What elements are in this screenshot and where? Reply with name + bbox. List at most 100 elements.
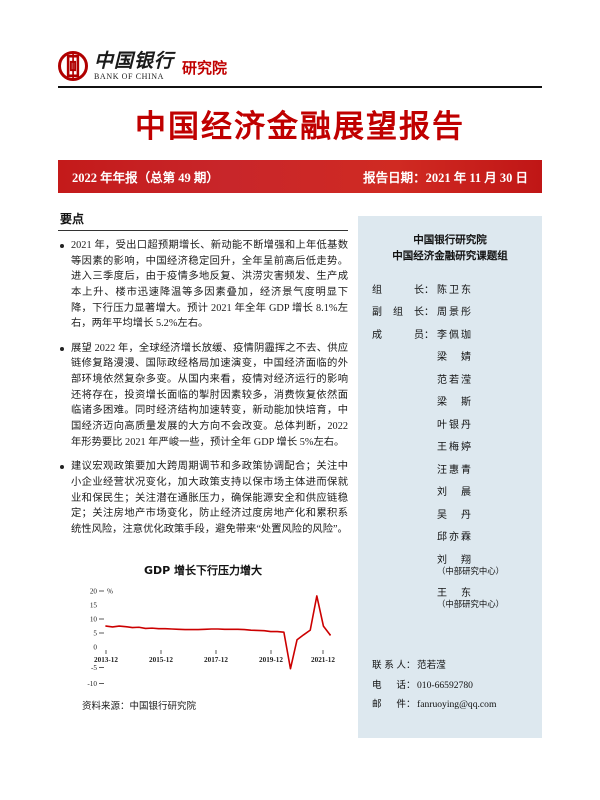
team-member-row: 吴丹 — [372, 510, 534, 521]
contact-label: 联系人 — [372, 660, 406, 672]
team-member-name: 周景彤 — [437, 307, 471, 319]
team-member-name: 王梅婷 — [437, 442, 471, 454]
team-role-colon — [424, 375, 431, 386]
team-member-name: 邱亦霖 — [437, 532, 471, 544]
team-role-colon — [424, 465, 431, 476]
team-member-role — [372, 352, 424, 363]
team-member-role — [372, 487, 424, 498]
contact-value: 范若滢 — [417, 660, 446, 672]
y-tick-label: 20 — [90, 588, 98, 596]
x-tick-label: 2017-12 — [204, 656, 228, 664]
org-name-line2: 中国经济金融研究课题组 — [392, 250, 508, 263]
y-tick-label: -5 — [91, 664, 97, 672]
contact-label: 电话 — [372, 679, 406, 691]
header-divider — [58, 86, 542, 88]
contact-colon: ： — [406, 660, 416, 672]
team-member-name: 李佩珈 — [437, 329, 471, 341]
team-member-name: 刘晨 — [437, 487, 471, 499]
team-member-name: 范若滢 — [437, 374, 471, 386]
team-member-row: 副组长：周景彤 — [372, 307, 534, 318]
boc-name-cn: 中国银行 — [94, 50, 175, 72]
contact-colon: ： — [406, 699, 416, 711]
team-member-role — [372, 442, 424, 453]
team-member-row: 邱亦霖 — [372, 532, 534, 543]
team-role-colon — [424, 487, 431, 498]
team-member-role — [372, 420, 424, 431]
boc-emblem-icon — [58, 51, 88, 81]
issue-banner: 2022 年年报（总第 49 期） 报告日期：2021 年 11 月 30 日 — [58, 160, 542, 193]
list-item: 展望 2022 年，全球经济增长放缓、疫情阴霾挥之不去、供应链修复路漫漫、国际政… — [58, 341, 348, 450]
page-title: 中国经济金融展望报告 — [135, 109, 465, 145]
x-tick-label: 2019-12 — [259, 656, 283, 664]
team-member-role: 组长 — [372, 284, 424, 296]
team-role-colon — [424, 510, 431, 521]
team-member-name: 吴丹 — [437, 509, 471, 521]
team-member-name: 陈卫东 — [437, 284, 471, 296]
team-member-row: 叶银丹 — [372, 420, 534, 431]
contact-row: 电话： 010-66592780 — [372, 679, 536, 692]
y-tick-label: 5 — [93, 630, 97, 638]
gdp-last-point — [329, 633, 331, 636]
team-member-role — [372, 510, 424, 521]
y-tick-label: 15 — [90, 602, 98, 610]
x-tick-label: 2013-12 — [94, 656, 118, 664]
y-tick-label: 0 — [93, 644, 97, 652]
chart-canvas: 20 % 15 10 5 0 -5 -10 — [87, 588, 335, 689]
x-axis: 2013-12 2015-12 2017-12 2019-12 2021-12 — [94, 650, 335, 664]
keypoints-heading: 要点 — [60, 212, 85, 226]
y-axis: 20 % 15 10 5 0 -5 -10 — [87, 588, 113, 689]
bank-of-china-logo: 中国银行 BANK OF CHINA — [58, 51, 174, 81]
chart-title: GDP 增长下行压力增大 — [143, 564, 263, 577]
report-date: 报告日期：2021 年 11 月 30 日 — [363, 171, 528, 185]
main-content-column: 要点 2021 年，受出口超预期增长、新动能不断增强和上年低基数等因素的影响，中… — [58, 210, 348, 755]
org-name-line1: 中国银行研究院 — [413, 234, 487, 246]
gdp-growth-chart: GDP 增长下行压力增大 20 % 15 10 5 0 -5 — [60, 562, 346, 712]
team-member-row: 梁斯 — [372, 397, 534, 408]
contact-block: 联系人：范若滢 电话： 010-66592780 邮件： fanruoying@qq.c… — [372, 661, 536, 720]
contact-value: 010-66592780 — [417, 679, 473, 691]
team-member-row: 汪惠青 — [372, 465, 534, 476]
team-role-colon — [424, 532, 431, 543]
research-team-panel: 中国银行研究院 中国经济金融研究课题组 组长：陈卫东 副组长：周景彤 成员：李佩珈梁… — [358, 216, 542, 738]
team-member-role — [372, 375, 424, 386]
team-member-row: 王梅婷 — [372, 442, 534, 453]
y-axis-unit: % — [107, 588, 113, 596]
team-member-name: 叶银丹 — [437, 419, 471, 431]
team-member-name: 王东（中部研究中心） — [437, 588, 504, 610]
team-role-colon — [424, 420, 431, 431]
panel-heading: 中国银行研究院 中国经济金融研究课题组 — [358, 216, 542, 265]
y-tick-label: -10 — [87, 680, 97, 688]
team-member-role: 副组长 — [372, 307, 424, 319]
team-member-role — [372, 555, 424, 577]
boc-wordmark: 中国银行 BANK OF CHINA — [94, 52, 174, 81]
team-role-colon — [424, 352, 431, 363]
team-member-role — [372, 588, 424, 610]
list-item: 建议宏观政策要加大跨周期调节和多政策协调配合；关注中小企业经营状况变化，加大政策… — [58, 459, 348, 537]
team-member-note: （中部研究中心） — [437, 566, 504, 576]
team-member-name: 梁婧 — [437, 352, 471, 364]
gdp-series-line — [105, 595, 331, 670]
keypoints-divider — [58, 230, 348, 231]
team-member-role: 成员 — [372, 329, 424, 341]
chart-source-note: 资料来源：中国银行研究院 — [82, 702, 197, 712]
team-member-role — [372, 532, 424, 543]
team-member-name: 梁斯 — [437, 397, 471, 409]
contact-colon: ： — [406, 679, 416, 691]
team-member-row: 刘晨 — [372, 487, 534, 498]
team-role-colon — [424, 555, 431, 577]
team-member-note: （中部研究中心） — [437, 600, 504, 610]
institute-name: 研究院 — [182, 59, 228, 77]
team-role-colon — [424, 397, 431, 408]
x-tick-label: 2021-12 — [311, 656, 335, 664]
contact-row: 联系人：范若滢 — [372, 661, 536, 672]
team-member-row: 王东（中部研究中心） — [372, 588, 534, 610]
team-member-row: 组长：陈卫东 — [372, 285, 534, 296]
document-header: 中国银行 BANK OF CHINA 研究院 — [58, 33, 542, 81]
team-member-role — [372, 397, 424, 408]
team-member-name: 汪惠青 — [437, 464, 471, 476]
team-member-row: 范若滢 — [372, 375, 534, 386]
issue-label: 2022 年年报（总第 49 期） — [72, 171, 219, 185]
team-member-name: 刘翔（中部研究中心） — [437, 554, 504, 576]
team-member-list: 组长：陈卫东 副组长：周景彤 成员：李佩珈 梁婧 范若滢 梁斯 叶银丹 王梅婷 汪惠青 刘晨 吴丹邱… — [358, 285, 542, 611]
